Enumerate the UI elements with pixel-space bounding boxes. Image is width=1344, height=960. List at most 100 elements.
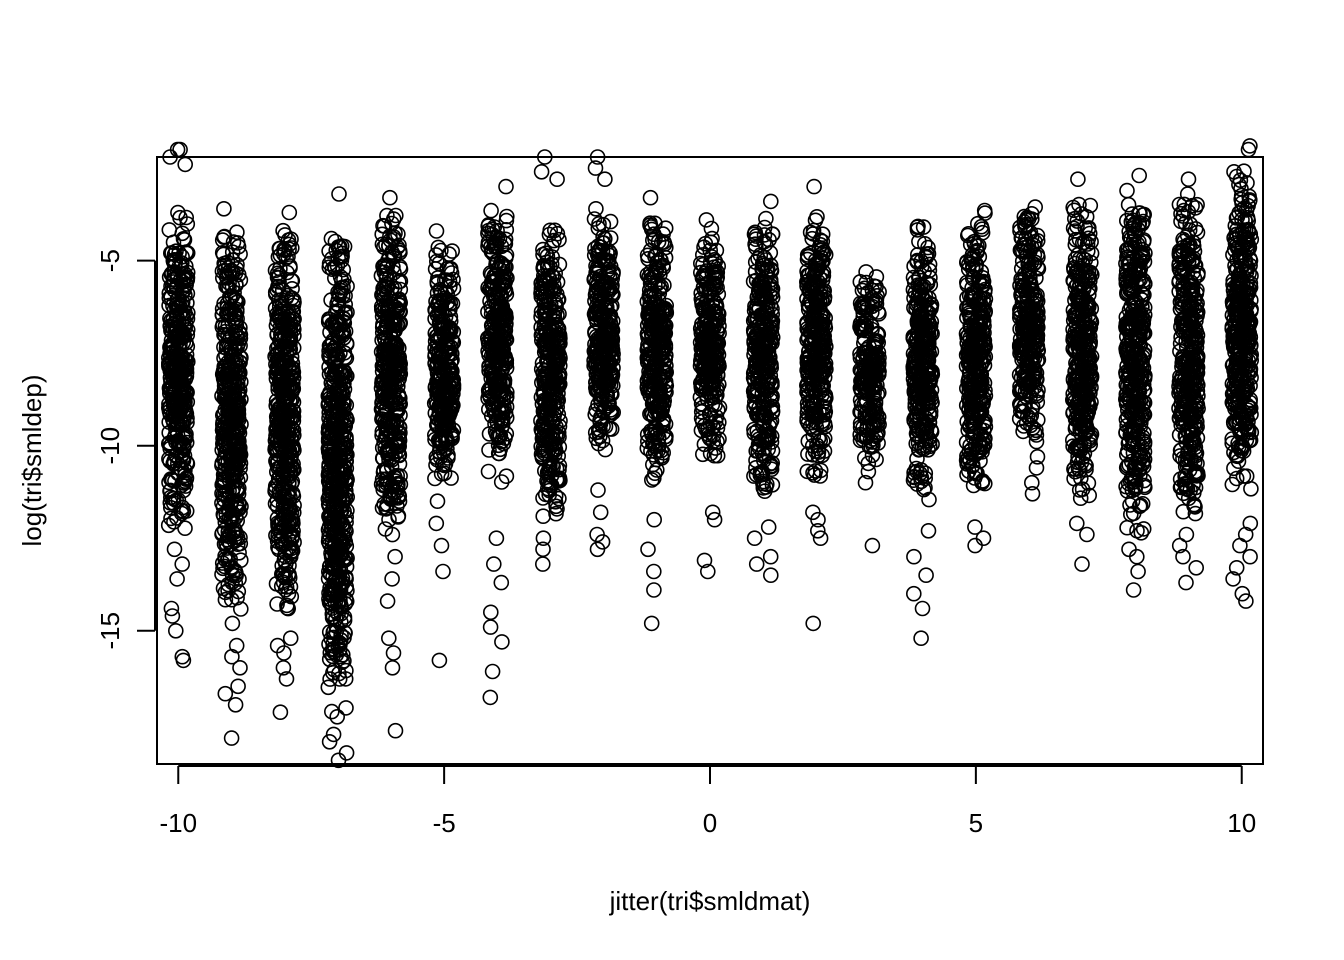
data-point: [217, 685, 234, 702]
data-point: [226, 284, 242, 301]
data-point: [173, 505, 190, 522]
data-point: [482, 689, 499, 706]
data-point: [228, 261, 245, 277]
data-point: [215, 419, 232, 436]
data-point: [646, 582, 662, 598]
data-point: [230, 678, 246, 695]
data-point: [217, 262, 233, 279]
data-point: [217, 591, 234, 608]
data-point: [224, 574, 240, 591]
data-point: [320, 679, 337, 696]
data-point: [163, 489, 179, 506]
data-point: [232, 330, 249, 347]
data-point: [171, 245, 187, 261]
data-point: [214, 306, 231, 323]
data-point: [214, 485, 230, 502]
data-point: [168, 370, 184, 386]
data-point: [220, 366, 237, 383]
data-point: [592, 504, 609, 521]
data-point: [166, 282, 182, 298]
data-point: [441, 246, 457, 262]
data-point: [223, 398, 239, 414]
data-point: [166, 541, 183, 558]
data-point: [643, 615, 660, 632]
data-point: [231, 571, 247, 587]
data-point: [177, 156, 193, 173]
data-point: [748, 556, 765, 572]
data-point: [431, 652, 448, 669]
data-point: [215, 472, 232, 489]
data-point: [225, 386, 241, 403]
data-point: [485, 556, 502, 572]
data-point: [534, 556, 551, 572]
data-point: [163, 348, 179, 365]
data-point: [482, 604, 499, 621]
data-point: [229, 310, 245, 327]
data-point: [533, 164, 550, 180]
data-point: [163, 471, 179, 487]
data-point: [225, 234, 242, 250]
data-point: [480, 463, 497, 480]
data-point: [225, 464, 241, 481]
data-point: [428, 223, 445, 239]
data-point: [163, 600, 180, 617]
data-point: [590, 482, 606, 498]
data-point: [164, 608, 181, 624]
data-point: [230, 357, 247, 374]
data-point: [493, 574, 510, 591]
data-point: [219, 531, 235, 548]
data-point: [645, 563, 662, 580]
data-point: [338, 700, 354, 716]
data-point: [161, 434, 178, 451]
data-point: [646, 511, 663, 528]
data-point: [175, 231, 192, 247]
data-point: [384, 659, 401, 676]
data-point: [223, 730, 240, 746]
data-point: [433, 537, 450, 554]
data-point: [216, 228, 233, 245]
data-point: [758, 210, 774, 227]
data-point: [805, 615, 822, 632]
data-point: [216, 437, 232, 454]
data-point: [163, 318, 179, 335]
data-point: [281, 204, 298, 221]
data-point: [178, 308, 194, 324]
data-point: [498, 178, 514, 195]
data-point: [166, 415, 182, 431]
data-point: [864, 537, 881, 554]
data-point: [384, 571, 400, 587]
data-point: [222, 357, 239, 373]
data-point: [535, 508, 552, 525]
data-point: [178, 470, 195, 486]
data-point: [233, 552, 249, 569]
data-point: [228, 277, 244, 294]
data-point: [167, 324, 184, 341]
data-point: [216, 201, 232, 217]
data-point: [220, 260, 237, 276]
data-point: [762, 548, 779, 565]
data-point: [222, 377, 239, 393]
data-point: [229, 301, 245, 318]
data-point: [226, 456, 243, 473]
data-point: [428, 515, 445, 532]
data-point: [227, 292, 244, 309]
data-point: [229, 512, 245, 529]
data-point: [161, 222, 178, 238]
data-point: [168, 297, 185, 314]
data-point: [174, 556, 190, 572]
data-point: [482, 619, 499, 635]
data-point: [216, 558, 233, 575]
data-point: [178, 334, 194, 351]
data-point: [233, 601, 249, 617]
data-point: [746, 530, 763, 547]
data-point: [230, 402, 247, 418]
data-point: [172, 360, 188, 377]
data-point: [178, 209, 194, 226]
data-point: [232, 659, 248, 676]
data-point: [224, 615, 241, 632]
data-point: [642, 189, 659, 206]
data-point: [488, 530, 505, 547]
data-point: [217, 318, 234, 335]
data-point: [222, 497, 239, 514]
data-point: [640, 541, 656, 558]
